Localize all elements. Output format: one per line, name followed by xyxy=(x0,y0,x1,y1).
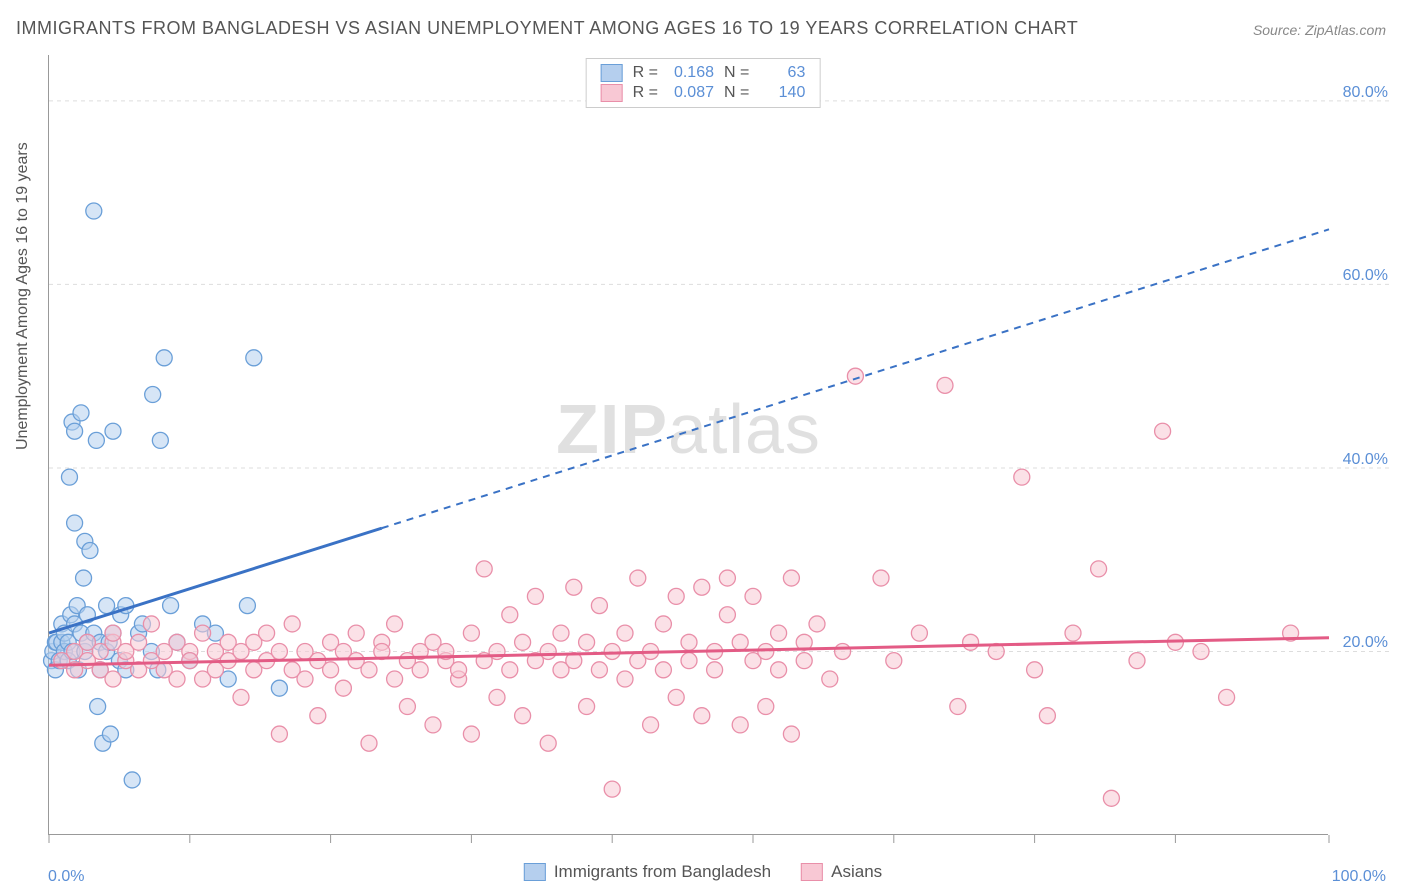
legend-swatch xyxy=(601,84,623,102)
plot-area: ZIPatlas xyxy=(48,55,1328,835)
legend-swatch xyxy=(524,863,546,881)
series-legend: Immigrants from Bangladesh Asians xyxy=(524,862,882,882)
y-tick-80: 80.0% xyxy=(1343,84,1388,102)
n-label: N = xyxy=(724,64,749,82)
legend-label: Immigrants from Bangladesh xyxy=(554,862,771,882)
legend-item: Asians xyxy=(801,862,882,882)
chart-title: IMMIGRANTS FROM BANGLADESH VS ASIAN UNEM… xyxy=(16,18,1078,39)
n-value: 63 xyxy=(759,64,805,82)
correlation-legend: R = 0.168 N = 63 R = 0.087 N = 140 xyxy=(586,58,821,108)
y-axis-label: Unemployment Among Ages 16 to 19 years xyxy=(14,142,32,450)
legend-swatch xyxy=(601,64,623,82)
n-label: N = xyxy=(724,84,749,102)
legend-swatch xyxy=(801,863,823,881)
y-tick-40: 40.0% xyxy=(1343,451,1388,469)
legend-row: R = 0.168 N = 63 xyxy=(601,63,806,83)
r-label: R = xyxy=(633,84,658,102)
y-tick-20: 20.0% xyxy=(1343,634,1388,652)
r-value: 0.168 xyxy=(668,64,714,82)
r-label: R = xyxy=(633,64,658,82)
source-attribution: Source: ZipAtlas.com xyxy=(1253,22,1386,38)
x-tick-min: 0.0% xyxy=(48,868,84,886)
scatter-chart xyxy=(49,55,1329,835)
y-tick-60: 60.0% xyxy=(1343,267,1388,285)
legend-label: Asians xyxy=(831,862,882,882)
legend-row: R = 0.087 N = 140 xyxy=(601,83,806,103)
n-value: 140 xyxy=(759,84,805,102)
legend-item: Immigrants from Bangladesh xyxy=(524,862,771,882)
r-value: 0.087 xyxy=(668,84,714,102)
x-tick-max: 100.0% xyxy=(1332,868,1386,886)
